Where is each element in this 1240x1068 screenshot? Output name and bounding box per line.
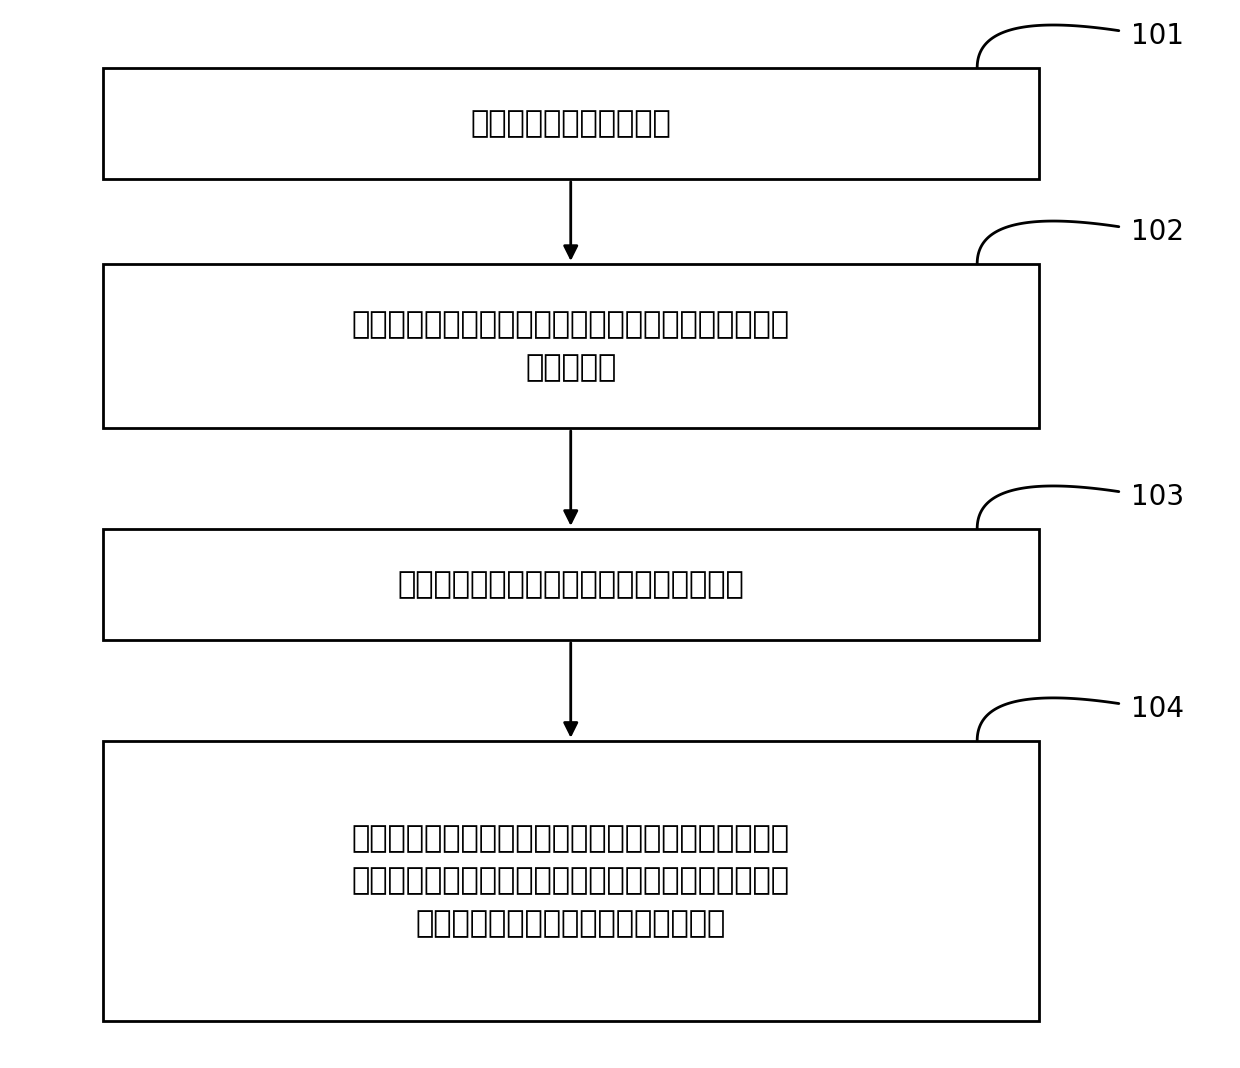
Text: 101: 101 bbox=[1131, 22, 1184, 50]
Text: 对区域图像进行图像分析，得到监控区域内动物群的状
态基础数据: 对区域图像进行图像分析，得到监控区域内动物群的状 态基础数据 bbox=[352, 310, 790, 381]
Text: 102: 102 bbox=[1131, 218, 1184, 246]
Text: 获取监控区域的区域图像: 获取监控区域的区域图像 bbox=[470, 109, 671, 138]
Text: 若异常识别结果为动物群存在异常情况，则生成放牧策
略，并将放牧策略发送至放牧机器人，以指示放牧机器
人根据所述放牧策略对动物群进行放牧: 若异常识别结果为动物群存在异常情况，则生成放牧策 略，并将放牧策略发送至放牧机器… bbox=[352, 823, 790, 939]
Text: 104: 104 bbox=[1131, 695, 1184, 723]
Text: 根据状态基础数据，对动物群进行异常识别: 根据状态基础数据，对动物群进行异常识别 bbox=[397, 570, 744, 599]
Text: 103: 103 bbox=[1131, 483, 1184, 511]
Bar bbox=[103, 67, 1039, 179]
Bar bbox=[103, 264, 1039, 428]
Bar bbox=[103, 740, 1039, 1021]
Bar bbox=[103, 529, 1039, 640]
